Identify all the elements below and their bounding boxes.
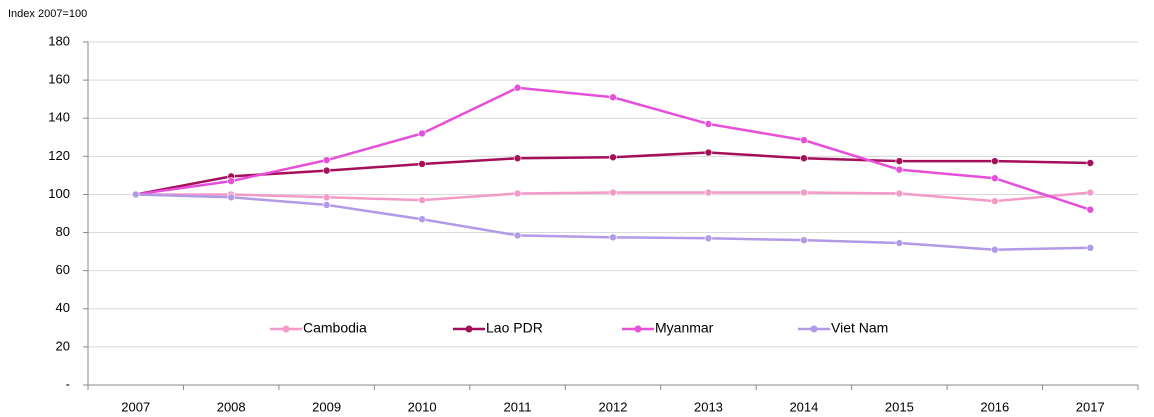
legend-entry: Cambodia xyxy=(270,320,367,336)
point xyxy=(322,193,331,202)
point xyxy=(609,233,617,242)
x-tick-label: 2016 xyxy=(980,399,1009,414)
point xyxy=(1086,159,1095,167)
point xyxy=(322,156,331,164)
x-tick-label: 2014 xyxy=(789,399,818,414)
point xyxy=(513,189,522,198)
legend-entry: Myanmar xyxy=(622,320,714,336)
point xyxy=(322,166,331,175)
point xyxy=(609,188,617,197)
y-tick-label: 60 xyxy=(56,262,70,277)
point xyxy=(704,148,713,157)
legend-marker xyxy=(634,325,642,333)
point xyxy=(800,188,808,197)
point xyxy=(991,157,999,165)
point xyxy=(1086,205,1095,214)
point xyxy=(800,236,808,244)
point xyxy=(418,196,426,204)
legend-marker xyxy=(465,325,473,333)
x-tick-label: 2009 xyxy=(312,399,341,414)
point xyxy=(895,239,904,247)
point xyxy=(418,160,426,168)
point xyxy=(1086,244,1095,252)
x-tick-label: 2008 xyxy=(217,399,246,414)
point xyxy=(131,190,140,199)
point xyxy=(704,234,713,243)
y-tick-label: 140 xyxy=(48,110,70,125)
y-tick-label: 180 xyxy=(48,33,70,48)
y-tick-label: 20 xyxy=(56,338,70,353)
legend-entry: Viet Nam xyxy=(798,320,888,336)
y-tick-label: 120 xyxy=(48,148,70,163)
point xyxy=(227,177,235,185)
point xyxy=(895,157,904,165)
x-tick-label: 2007 xyxy=(121,399,150,414)
point xyxy=(800,154,808,163)
legend-label: Cambodia xyxy=(303,320,367,336)
y-tick-label: 40 xyxy=(56,300,70,315)
point xyxy=(418,215,426,224)
x-tick-label: 2015 xyxy=(885,399,914,414)
point xyxy=(322,201,331,209)
point xyxy=(513,83,522,92)
legend-label: Lao PDR xyxy=(486,320,543,336)
point xyxy=(991,245,999,254)
legend-entry: Lao PDR xyxy=(453,320,543,336)
y-tick-label: - xyxy=(66,376,70,391)
point xyxy=(704,120,713,128)
y-tick-label: 160 xyxy=(48,72,70,87)
x-tick-label: 2011 xyxy=(504,399,532,414)
legend-label: Myanmar xyxy=(655,320,714,336)
point xyxy=(1086,188,1095,197)
point xyxy=(513,231,522,240)
point xyxy=(895,189,904,198)
legend-marker xyxy=(282,325,290,333)
point xyxy=(991,174,999,183)
x-tick-label: 2012 xyxy=(599,399,628,414)
point xyxy=(704,188,713,197)
point xyxy=(418,129,426,138)
legend-marker xyxy=(810,325,818,333)
y-tick-label: 80 xyxy=(56,224,70,239)
y-tick-label: 100 xyxy=(48,186,70,201)
y-axis-label: Index 2007=100 xyxy=(8,8,87,20)
legend-label: Viet Nam xyxy=(831,320,888,336)
point xyxy=(513,154,522,163)
x-tick-label: 2013 xyxy=(694,399,723,414)
point xyxy=(609,93,617,102)
x-tick-label: 2017 xyxy=(1076,399,1105,414)
point xyxy=(800,136,808,144)
series-line xyxy=(135,193,1091,251)
point xyxy=(227,193,235,202)
point xyxy=(991,197,999,205)
x-tick-label: 2010 xyxy=(408,399,437,414)
point xyxy=(895,165,904,174)
point xyxy=(609,153,617,162)
